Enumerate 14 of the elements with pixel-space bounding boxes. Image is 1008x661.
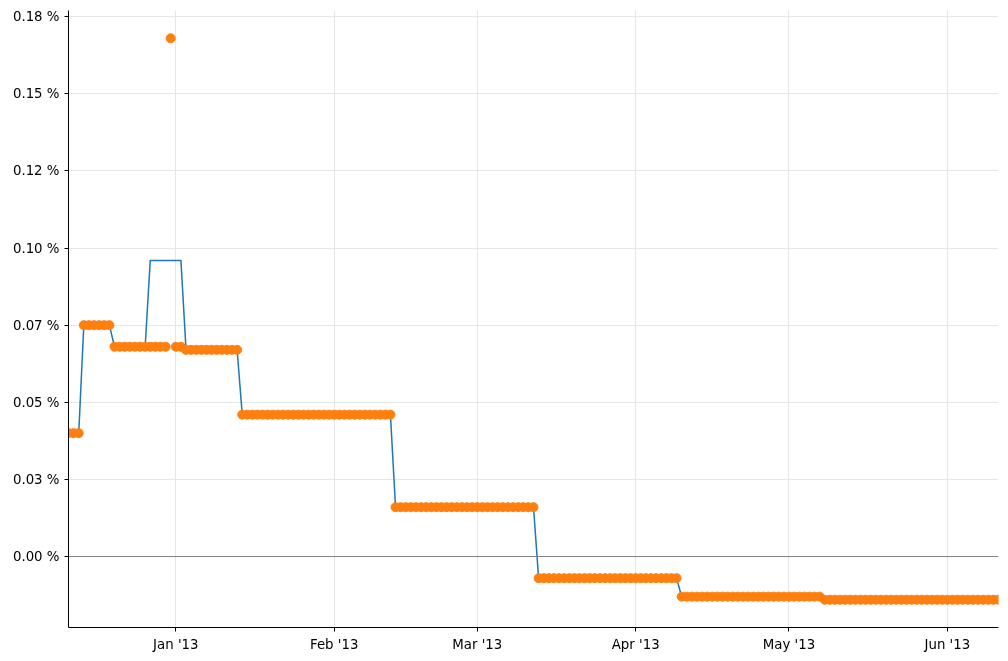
x-tick-label: Mar '13	[452, 636, 503, 652]
x-tick-label: Feb '13	[309, 636, 359, 652]
x-tick-label: May '13	[762, 636, 816, 652]
y-tick-label: 0.18 %	[12, 9, 60, 25]
y-tick-label: 0.15 %	[12, 86, 60, 102]
x-tick-label: Jun '13	[923, 636, 971, 652]
y-tick-label: 0.12 %	[12, 163, 60, 179]
y-tick-label: 0.07 %	[12, 317, 60, 333]
y-tick-label: 0.10 %	[12, 240, 60, 256]
x-tick-label: Jan '13	[152, 636, 199, 652]
y-tick-label: 0.03 %	[12, 471, 60, 487]
y-tick-label: 0.05 %	[12, 394, 60, 410]
x-tick-label: Apr '13	[611, 636, 660, 652]
y-tick-label: 0.00 %	[12, 549, 60, 565]
